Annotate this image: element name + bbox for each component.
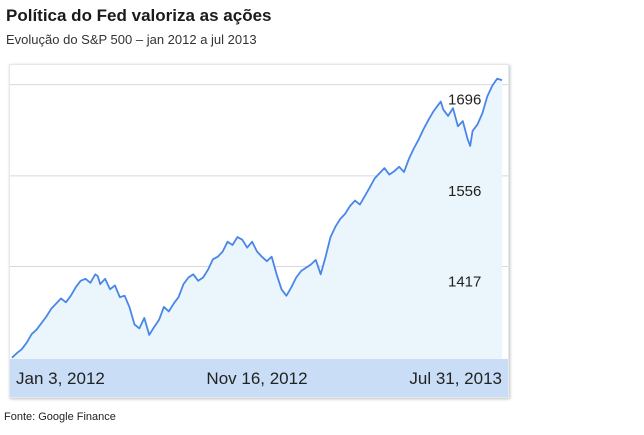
- y-tick-label-0: 1696: [448, 92, 481, 109]
- x-tick-label-2: Jul 31, 2013: [409, 369, 502, 388]
- sp500-area-chart: 1696 1556 1417 Jan 3, 2012 Nov 16, 2012 Jul …: [10, 77, 508, 397]
- y-tick-label-1: 1556: [448, 183, 481, 200]
- y-tick-labels: 1696 1556 1417: [448, 92, 481, 291]
- x-axis-band: [10, 359, 508, 397]
- source-note: Fonte: Google Finance: [4, 411, 116, 423]
- y-tick-label-2: 1417: [448, 273, 481, 290]
- series-line: [11, 77, 503, 359]
- chart-frame: 1696 1556 1417 Jan 3, 2012 Nov 16, 2012 Jul …: [9, 64, 509, 398]
- x-tick-label-1: Nov 16, 2012: [206, 369, 307, 388]
- chart-title: Política do Fed valoriza as ações: [6, 6, 272, 25]
- series-area-fill: [12, 78, 502, 360]
- x-tick-label-0: Jan 3, 2012: [16, 369, 105, 388]
- chart-subtitle: Evolução do S&P 500 – jan 2012 a jul 201…: [6, 32, 257, 47]
- x-tick-labels: Jan 3, 2012 Nov 16, 2012 Jul 31, 2013: [16, 369, 502, 388]
